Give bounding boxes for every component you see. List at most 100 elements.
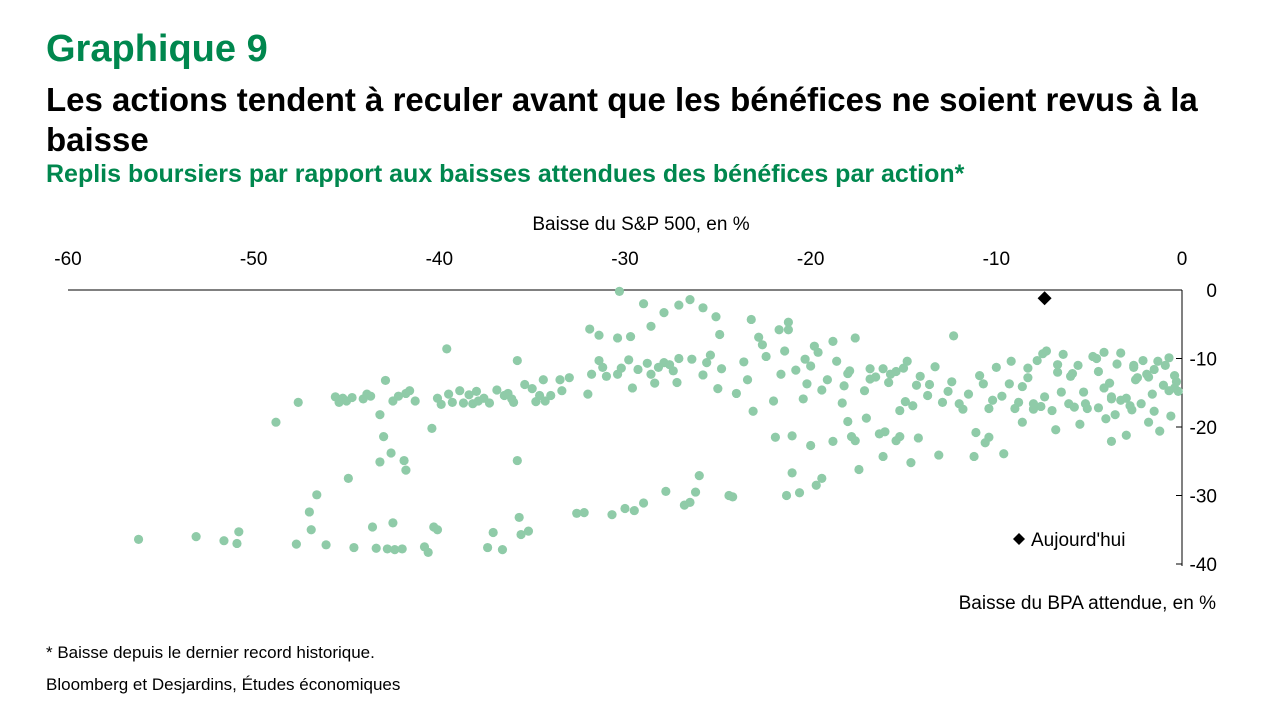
data-point xyxy=(984,403,994,414)
scatter-points xyxy=(133,286,1183,557)
y-tick-label: -30 xyxy=(1190,487,1217,508)
data-point xyxy=(806,361,816,371)
data-point xyxy=(442,344,452,354)
data-point xyxy=(405,386,415,396)
data-point xyxy=(1056,387,1066,397)
chart-axes: -60 -50 -40 -30 -20 -10 0 0 -10 -20 -30 -40 xyxy=(54,249,1217,576)
data-point xyxy=(674,353,684,364)
data-point xyxy=(638,498,649,508)
data-point xyxy=(1149,406,1159,416)
data-point xyxy=(895,405,905,416)
chart-kicker: Graphique 9 xyxy=(46,28,268,70)
data-point xyxy=(963,389,974,399)
data-point xyxy=(837,398,847,408)
data-point xyxy=(1106,394,1117,404)
data-point xyxy=(1078,387,1089,397)
data-point xyxy=(512,355,522,366)
data-point xyxy=(1110,410,1120,420)
data-point xyxy=(390,545,400,555)
data-point xyxy=(661,486,671,496)
data-point xyxy=(349,542,359,553)
data-point xyxy=(538,375,548,385)
data-point xyxy=(579,508,589,518)
data-point xyxy=(380,375,391,386)
data-point xyxy=(698,303,708,313)
data-point xyxy=(748,406,758,416)
data-point xyxy=(397,544,407,554)
data-point xyxy=(564,373,574,383)
data-point xyxy=(1017,381,1027,392)
data-point xyxy=(321,540,331,550)
data-point xyxy=(629,505,639,516)
data-point xyxy=(464,390,474,400)
data-point xyxy=(685,497,695,507)
data-point xyxy=(523,526,534,536)
data-point xyxy=(978,379,988,389)
data-point xyxy=(625,331,636,342)
data-point xyxy=(520,379,530,390)
data-point xyxy=(908,401,918,411)
data-point xyxy=(898,363,909,373)
data-point xyxy=(646,321,656,331)
data-point xyxy=(586,369,597,379)
legend-label-today: Aujourd'hui xyxy=(1031,530,1125,551)
data-point xyxy=(386,448,396,458)
data-point xyxy=(516,529,526,540)
data-point xyxy=(1075,419,1085,429)
data-point xyxy=(1129,362,1139,373)
data-point xyxy=(304,507,314,517)
data-point xyxy=(1101,414,1111,424)
data-point xyxy=(659,308,669,318)
data-point xyxy=(739,357,749,367)
data-point xyxy=(375,457,385,467)
data-point xyxy=(1058,349,1068,359)
x-tick-label: -20 xyxy=(797,249,824,270)
data-point xyxy=(843,416,853,427)
data-point xyxy=(219,536,229,546)
data-point xyxy=(1138,355,1148,366)
data-point xyxy=(878,451,888,462)
data-point xyxy=(650,378,660,388)
data-point xyxy=(1093,403,1104,413)
data-point xyxy=(1136,399,1146,409)
data-point xyxy=(1099,347,1109,357)
data-point xyxy=(1082,403,1092,414)
data-point xyxy=(427,423,437,433)
data-point xyxy=(306,525,316,535)
y-tick-label: -10 xyxy=(1190,350,1217,371)
data-point xyxy=(436,399,446,409)
data-point xyxy=(798,394,808,404)
chart-title: Les actions tendent à reculer avant que … xyxy=(46,81,1198,158)
data-point xyxy=(583,389,593,399)
data-point xyxy=(817,473,827,483)
data-point xyxy=(557,386,567,396)
data-point xyxy=(497,545,508,555)
chart-subtitle: Replis boursiers par rapport aux baisses… xyxy=(46,160,965,188)
data-point xyxy=(850,436,860,446)
data-point xyxy=(191,532,201,542)
data-point xyxy=(624,355,634,365)
data-point xyxy=(1116,348,1126,358)
data-point xyxy=(1023,373,1033,383)
data-point xyxy=(783,317,793,327)
data-point xyxy=(546,390,556,401)
data-point xyxy=(694,471,704,481)
data-point xyxy=(512,455,522,466)
data-point xyxy=(379,431,389,442)
data-point xyxy=(343,473,353,483)
data-point xyxy=(937,397,948,407)
data-point xyxy=(620,503,630,514)
data-point xyxy=(455,386,465,396)
data-point xyxy=(1067,368,1078,379)
data-point xyxy=(614,286,625,296)
data-point xyxy=(783,325,793,335)
data-point xyxy=(832,356,842,366)
data-point xyxy=(828,336,838,346)
x-tick-label: -10 xyxy=(983,249,1010,270)
data-point xyxy=(988,395,998,405)
data-point xyxy=(1121,393,1131,403)
data-point xyxy=(1028,399,1039,409)
data-point xyxy=(393,391,404,401)
data-point xyxy=(271,417,281,427)
data-point xyxy=(471,386,482,396)
